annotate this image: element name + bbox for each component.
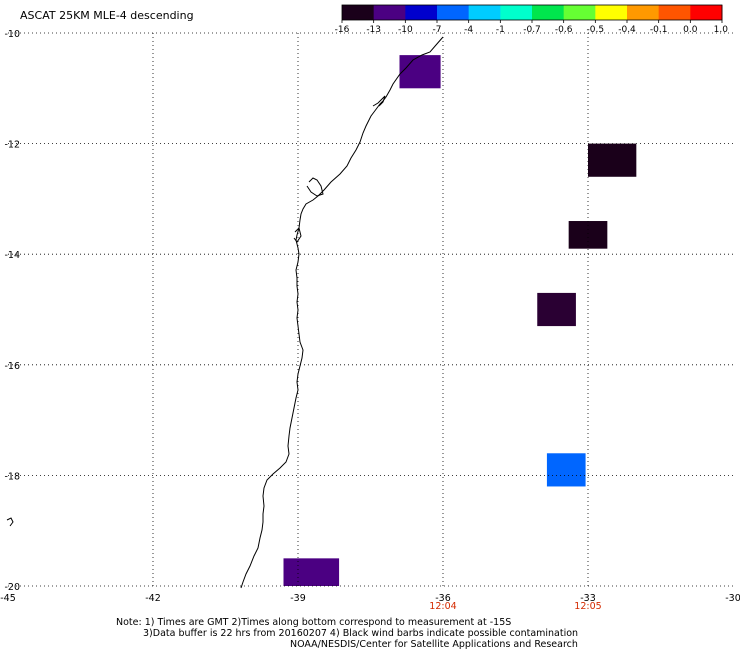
lon-tick-label: -36 [435,593,451,604]
colorbar-segment [342,5,375,20]
map-title: ASCAT 25KM MLE-4 descending [20,9,194,22]
colorbar-segment [437,5,470,20]
coastline-islands [6,95,386,527]
time-label: 12:04 [429,601,456,612]
colorbar-label: -13 [366,25,381,35]
data-cell [588,143,637,177]
colorbar-segment [563,5,596,20]
colorbar-segment [595,5,628,20]
coastline [240,36,444,589]
colorbar-segment [627,5,660,20]
data-cells [283,55,637,586]
lon-tick-label: -30 [725,593,740,604]
colorbar-label: -0.5 [587,25,605,35]
colorbar-label: 1.0 [714,25,729,35]
lon-tick-labels: -45 -42 -39 -36 -33 -30 [0,593,740,604]
colorbar-segment [373,5,406,20]
colorbar-label: -10 [398,25,413,35]
lon-tick-label: -39 [290,593,306,604]
lon-tick-label: -45 [0,593,16,604]
data-cell [399,55,441,89]
lat-tick-label: -20 [4,582,20,593]
lat-tick-label: -16 [4,361,20,372]
note-line-2: 3)Data buffer is 22 hrs from 20160207 4)… [143,628,578,639]
lon-tick-label: -42 [145,593,161,604]
time-label: 12:05 [574,601,601,612]
lat-tick-label: -10 [4,29,20,40]
data-cell [546,453,586,487]
colorbar-segment [658,5,691,20]
colorbar-segment [500,5,533,20]
colorbar-label: -4 [464,25,473,35]
grid-lines [8,32,733,587]
colorbar-label: -1 [496,25,505,35]
colorbar-label: -16 [335,25,350,35]
lon-tick-label: -33 [580,593,596,604]
colorbar-segment [405,5,438,20]
lat-tick-label: -18 [4,471,20,482]
lat-tick-label: -14 [4,250,20,261]
lat-tick-labels: -10 -12 -14 -16 -18 -20 [4,29,20,593]
colorbar-labels: -16 -13 -10 -7 -4 -1 -0.7 -0.6 -0.5 -0.4 -0.1 0.0 1.… [335,20,729,35]
colorbar-segment [532,5,565,20]
colorbar [341,4,723,21]
colorbar-segment [690,5,723,20]
colorbar-segment [468,5,501,20]
time-labels: 12:04 12:05 [429,601,601,612]
colorbar-label: -7 [433,25,442,35]
colorbar-label: -0.7 [523,25,541,35]
colorbar-label: -0.6 [555,25,573,35]
colorbar-label: 0.0 [683,25,698,35]
note-line-1: Note: 1) Times are GMT 2)Times along bot… [116,617,511,628]
data-cell [283,558,340,586]
lat-tick-label: -12 [4,140,20,151]
data-cell [537,292,576,327]
colorbar-label: -0.4 [618,25,636,35]
note-line-3: NOAA/NESDIS/Center for Satellite Applica… [290,639,578,650]
colorbar-label: -0.1 [650,25,668,35]
